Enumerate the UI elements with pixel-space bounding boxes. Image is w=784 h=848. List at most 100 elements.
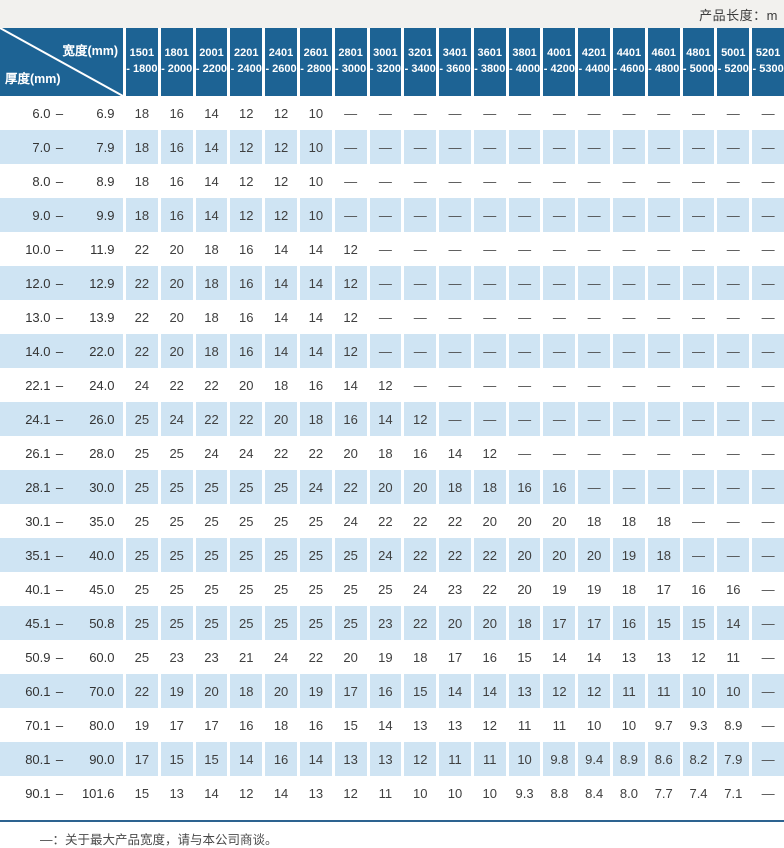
cell-value: 22: [412, 513, 428, 529]
cell-value: 15: [160, 742, 193, 776]
cell-value: 14: [204, 105, 219, 121]
cell-value: 25: [134, 649, 150, 665]
cell-empty: —: [752, 198, 784, 232]
cell-value: 25: [134, 513, 150, 529]
diagonal-line: [0, 28, 123, 96]
cell-value: 13: [334, 742, 367, 776]
top-note-bar: 产品长度：m: [0, 0, 784, 28]
cell-value: 25: [308, 581, 324, 597]
cell-empty: —: [692, 513, 706, 529]
cell-empty: —: [657, 309, 671, 325]
cell-empty: —: [587, 173, 601, 189]
cell-empty: —: [752, 266, 784, 300]
cell-empty: —: [448, 105, 462, 121]
cell-value: 19: [613, 538, 645, 572]
cell-empty: —: [761, 717, 775, 733]
cell-value: 22: [195, 402, 228, 436]
cell-value: 7.9: [717, 742, 750, 776]
row-label: 14.0–22.0: [0, 334, 123, 368]
cell-empty: —: [578, 470, 611, 504]
cell-empty: —: [613, 130, 645, 164]
cell-value: 25: [239, 581, 254, 597]
cell-empty: —: [657, 105, 671, 121]
cell-value: 25: [126, 402, 158, 436]
cell-value: 19: [160, 674, 193, 708]
cell-empty: —: [752, 334, 784, 368]
cell-empty: —: [622, 173, 636, 189]
cell-empty: —: [473, 334, 506, 368]
cell-value: 12: [334, 266, 367, 300]
cell-value: 7.4: [689, 785, 708, 801]
cell-value: 17: [334, 674, 367, 708]
cell-empty: —: [518, 309, 532, 325]
cell-value: 10: [412, 785, 428, 801]
thickness-axis-label: 厚度(mm): [5, 72, 61, 86]
cell-value: 20: [265, 674, 297, 708]
cell-value: 12: [543, 674, 576, 708]
cell-value: 24: [239, 445, 254, 461]
col-header: 2801- 3000: [334, 28, 367, 96]
cell-empty: —: [543, 130, 576, 164]
cell-empty: —: [543, 334, 576, 368]
cell-empty: —: [717, 266, 750, 300]
cell-value: 12: [404, 402, 437, 436]
cell-value: 17: [126, 742, 158, 776]
row-label: 30.1–35.0: [25, 513, 115, 529]
cell-value: 12: [343, 241, 358, 257]
cell-empty: —: [613, 334, 645, 368]
cell-value: 25: [134, 445, 150, 461]
cell-value: 25: [126, 538, 158, 572]
cell-value: 10: [308, 105, 324, 121]
cell-value: 10: [508, 742, 541, 776]
cell-empty: —: [578, 198, 611, 232]
cell-value: 16: [265, 742, 297, 776]
cell-empty: —: [726, 173, 740, 189]
cell-empty: —: [518, 445, 532, 461]
cell-value: 23: [447, 581, 463, 597]
col-header: 4601- 4800: [647, 28, 680, 96]
cell-value: 12: [343, 309, 358, 325]
cell-empty: —: [448, 377, 462, 393]
cell-value: 14: [265, 334, 297, 368]
cell-value: 22: [134, 241, 150, 257]
cell-value: 20: [508, 538, 541, 572]
cell-value: 14: [204, 785, 219, 801]
cell-value: 13: [169, 785, 184, 801]
cell-value: 14: [195, 198, 228, 232]
col-header: 1501- 1800: [126, 28, 158, 96]
cell-value: 25: [299, 606, 332, 640]
cell-value: 20: [169, 309, 184, 325]
cell-empty: —: [752, 674, 784, 708]
cell-value: 12: [239, 785, 254, 801]
col-header: 3401- 3600: [439, 28, 471, 96]
cell-empty: —: [508, 130, 541, 164]
cell-value: 22: [378, 513, 393, 529]
cell-empty: —: [439, 266, 471, 300]
cell-empty: —: [552, 377, 566, 393]
cell-empty: —: [692, 173, 706, 189]
cell-empty: —: [413, 241, 427, 257]
cell-value: 24: [273, 649, 289, 665]
cell-value: 8.8: [550, 785, 569, 801]
cell-value: 18: [273, 717, 289, 733]
cell-empty: —: [543, 198, 576, 232]
cell-empty: —: [378, 241, 392, 257]
cell-value: 16: [613, 606, 645, 640]
cell-value: 11: [517, 717, 532, 733]
cell-empty: —: [413, 309, 427, 325]
cell-value: 14: [586, 649, 602, 665]
bottom-rule: [0, 820, 784, 822]
cell-empty: —: [761, 785, 775, 801]
cell-value: 16: [230, 334, 263, 368]
cell-value: 16: [169, 105, 184, 121]
cell-empty: —: [587, 241, 601, 257]
cell-value: 14: [447, 445, 463, 461]
cell-value: 11: [439, 742, 471, 776]
cell-value: 18: [273, 377, 289, 393]
cell-empty: —: [682, 402, 715, 436]
cell-value: 14: [378, 717, 393, 733]
cell-empty: —: [369, 130, 402, 164]
cell-value: 17: [169, 717, 184, 733]
cell-value: 22: [230, 402, 263, 436]
cell-empty: —: [657, 241, 671, 257]
